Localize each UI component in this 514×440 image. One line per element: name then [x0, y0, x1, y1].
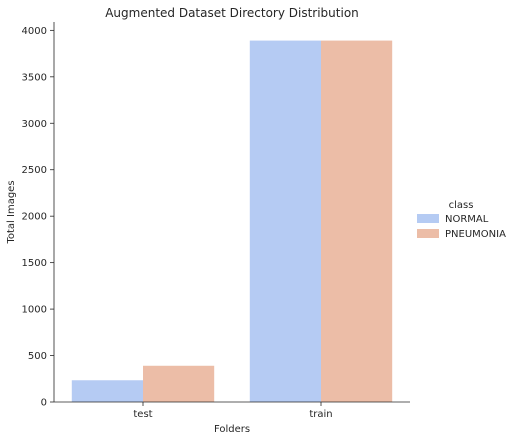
y-tick-label: 2500 [22, 165, 47, 176]
y-tick-label: 3500 [22, 72, 47, 83]
y-tick-label: 1500 [22, 258, 47, 269]
x-axis-label: Folders [214, 424, 250, 435]
bars-group [71, 40, 393, 402]
legend-swatch-normal [417, 214, 439, 223]
y-tick-label: 4000 [22, 26, 47, 37]
y-tick-label: 0 [41, 398, 47, 409]
legend: class NORMAL PNEUMONIA [417, 200, 506, 240]
y-tick-label: 500 [28, 351, 47, 362]
x-axis-ticks: test train [133, 402, 333, 420]
bar-test-normal [71, 380, 143, 402]
x-tick-label: test [133, 409, 152, 420]
bar-test-pneumonia [143, 365, 215, 402]
y-axis-ticks: 0 500 1000 1500 2000 2500 3000 3500 4000 [22, 26, 54, 409]
legend-title: class [449, 200, 474, 211]
y-tick-label: 3000 [22, 119, 47, 130]
bar-train-normal [249, 40, 321, 402]
chart-title: Augmented Dataset Directory Distribution [105, 6, 359, 20]
y-tick-label: 1000 [22, 305, 47, 316]
bar-train-pneumonia [321, 40, 393, 402]
legend-swatch-pneumonia [417, 229, 439, 238]
y-tick-label: 2000 [22, 212, 47, 223]
x-tick-label: train [309, 409, 332, 420]
y-axis-label: Total Images [6, 180, 17, 244]
legend-label-pneumonia: PNEUMONIA [445, 229, 506, 240]
legend-label-normal: NORMAL [445, 214, 489, 225]
